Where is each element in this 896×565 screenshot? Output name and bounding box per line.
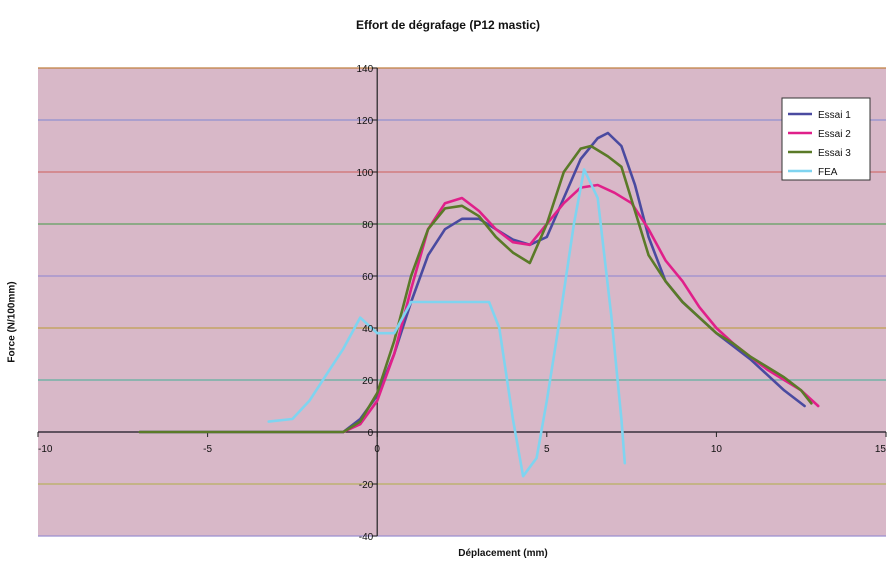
x-tick-label: -10 — [38, 444, 53, 455]
y-tick-label: -40 — [359, 532, 374, 543]
legend-label: FEA — [818, 167, 838, 178]
series-layer — [138, 131, 820, 478]
y-tick-label: 60 — [362, 272, 374, 283]
x-axis-label: Déplacement (mm) — [458, 548, 548, 559]
y-tick-label: 0 — [368, 428, 374, 439]
y-tick-label: 20 — [362, 376, 374, 387]
series-line-fea — [267, 168, 627, 478]
x-tick-label: 15 — [875, 444, 887, 455]
y-tick-label: 80 — [362, 220, 374, 231]
x-tick-label: -5 — [203, 444, 212, 455]
legend-box — [781, 97, 871, 181]
x-tick-label: 0 — [374, 444, 380, 455]
y-tick-label: 100 — [357, 168, 374, 179]
legend-label: Essai 3 — [818, 148, 851, 159]
chart-title: Effort de dégrafage (P12 mastic) — [355, 18, 541, 32]
y-tick-label: 120 — [357, 116, 374, 127]
y-tick-label: 140 — [357, 64, 374, 75]
gridlines — [38, 67, 886, 537]
tick-labels: -10 -5 0 5 10 15 -40 -20 0 20 40 60 80 100 120 140 — [38, 64, 886, 543]
legend-label: Essai 1 — [818, 110, 851, 121]
x-tick-label: 10 — [711, 444, 723, 455]
series-line-essai-3 — [138, 144, 813, 434]
y-tick-label: 40 — [362, 324, 374, 335]
y-tick-label: -20 — [359, 480, 374, 491]
legend: Essai 1 Essai 2 Essai 3 FEA — [781, 97, 871, 181]
legend-label: Essai 2 — [818, 129, 851, 140]
x-tick-label: 5 — [544, 444, 550, 455]
